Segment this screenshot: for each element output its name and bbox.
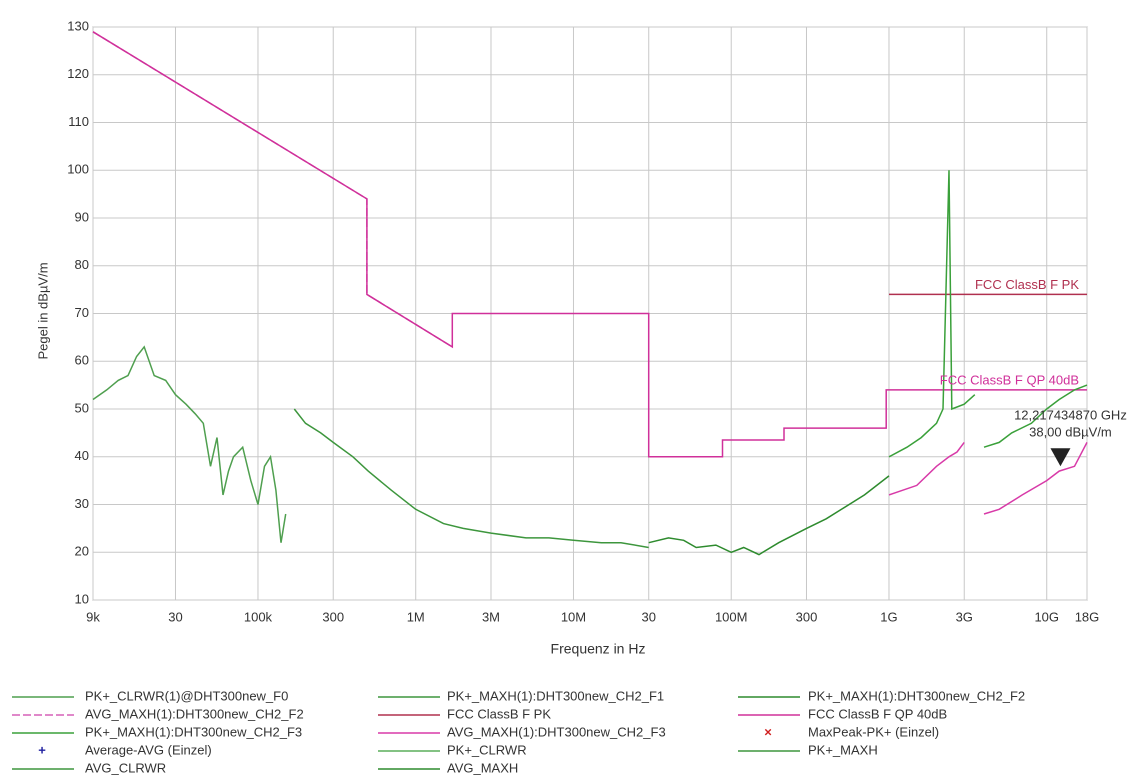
x-tick-label: 3G xyxy=(956,609,973,624)
y-tick-label: 80 xyxy=(75,257,89,272)
y-axis-label: Pegel in dBµV/m xyxy=(35,262,50,359)
x-axis-label: Frequenz in Hz xyxy=(551,641,646,657)
series-line xyxy=(92,345,287,543)
x-tick-label: 3M xyxy=(482,609,500,624)
legend-label: PK+_MAXH(1):DHT300new_CH2_F2 xyxy=(808,688,1025,703)
y-tick-label: 70 xyxy=(75,305,89,320)
legend-label: AVG_MAXH(1):DHT300new_CH2_F3 xyxy=(447,724,666,739)
x-tick-label: 1G xyxy=(880,609,897,624)
y-tick-label: 90 xyxy=(75,209,89,224)
x-tick-label: 10G xyxy=(1034,609,1059,624)
x-tick-label: 100M xyxy=(715,609,748,624)
y-tick-label: 130 xyxy=(67,18,89,33)
y-tick-label: 20 xyxy=(75,544,89,559)
legend-label: FCC ClassB F PK xyxy=(447,706,551,721)
legend-symbol: × xyxy=(764,724,772,739)
annotation: FCC ClassB F PK xyxy=(975,277,1079,292)
y-tick-label: 30 xyxy=(75,496,89,511)
legend-label: FCC ClassB F QP 40dB xyxy=(808,706,947,721)
x-tick-label: 9k xyxy=(86,609,100,624)
series-line xyxy=(293,408,649,549)
legend-label: PK+_CLRWR(1)@DHT300new_F0 xyxy=(85,688,288,703)
legend-label: PK+_CLRWR xyxy=(447,742,527,757)
x-tick-label: 18G xyxy=(1075,609,1100,624)
x-tick-label: 300 xyxy=(796,609,818,624)
legend-label: PK+_MAXH xyxy=(808,742,878,757)
y-tick-label: 40 xyxy=(75,448,89,463)
marker-label: 38,00 dBµV/m xyxy=(1029,425,1112,440)
y-tick-label: 10 xyxy=(75,591,89,606)
series-line xyxy=(888,170,1088,458)
x-tick-label: 100k xyxy=(244,609,273,624)
x-tick-label: 30 xyxy=(168,609,182,624)
legend-label: PK+_MAXH(1):DHT300new_CH2_F1 xyxy=(447,688,664,703)
annotation: FCC ClassB F QP 40dB xyxy=(940,372,1079,387)
y-tick-label: 120 xyxy=(67,66,89,81)
legend-label: AVG_MAXH xyxy=(447,760,518,775)
legend-label: AVG_CLRWR xyxy=(85,760,166,775)
x-tick-label: 30 xyxy=(642,609,656,624)
marker xyxy=(1050,448,1071,467)
legend-label: MaxPeak-PK+ (Einzel) xyxy=(808,724,939,739)
series-line xyxy=(648,475,890,556)
y-tick-label: 100 xyxy=(67,162,89,177)
series-line xyxy=(92,31,1087,458)
x-tick-label: 300 xyxy=(322,609,344,624)
x-tick-label: 10M xyxy=(561,609,586,624)
legend-label: PK+_MAXH(1):DHT300new_CH2_F3 xyxy=(85,724,302,739)
x-tick-label: 1M xyxy=(407,609,425,624)
y-tick-label: 60 xyxy=(75,353,89,368)
y-tick-label: 50 xyxy=(75,400,89,415)
legend-symbol: + xyxy=(38,742,46,757)
marker-label: 12,217434870 GHz xyxy=(1014,408,1127,423)
series-line xyxy=(888,441,1088,515)
legend-label: AVG_MAXH(1):DHT300new_CH2_F2 xyxy=(85,706,304,721)
y-tick-label: 110 xyxy=(68,114,89,129)
legend-label: Average-AVG (Einzel) xyxy=(85,742,212,757)
